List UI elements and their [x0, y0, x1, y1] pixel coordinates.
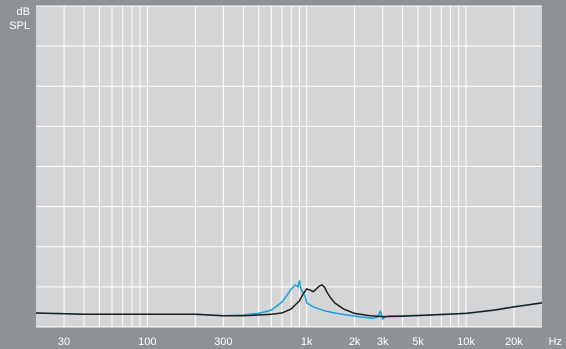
y-axis-label-line-2: SPL: [9, 20, 30, 32]
x-tick-labels: 30 100 300 1k 2k 3k 5k 10k 20k: [58, 336, 523, 348]
x-axis-unit: Hz: [549, 336, 562, 348]
x-tick-label: 10k: [457, 336, 475, 348]
x-tick-label: 100: [138, 336, 156, 348]
x-tick-label: 30: [58, 336, 70, 348]
x-tick-label: 300: [214, 336, 232, 348]
x-tick-label: 5k: [412, 336, 424, 348]
series-line-black: [35, 284, 543, 318]
x-tick-label: 2k: [349, 336, 361, 348]
series-layer: [35, 280, 543, 320]
x-tick-label: 3k: [377, 336, 389, 348]
x-tick-label: 1k: [301, 336, 313, 348]
horizontal-gridlines: [36, 5, 542, 328]
x-tick-label: 20k: [505, 336, 523, 348]
y-axis-label-line-1: dB: [17, 6, 30, 18]
